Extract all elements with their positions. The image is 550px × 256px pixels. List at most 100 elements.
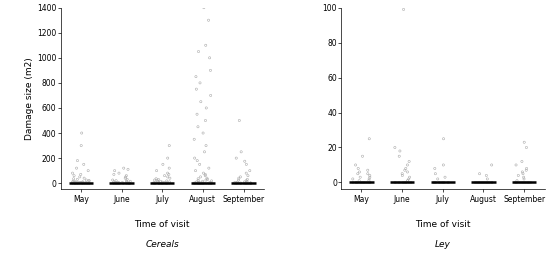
Point — [478, 180, 487, 185]
Point — [166, 176, 174, 180]
Point — [114, 181, 123, 185]
Point — [151, 181, 160, 185]
Point — [246, 181, 255, 185]
Point — [114, 181, 123, 185]
Point — [482, 180, 491, 185]
Point — [122, 174, 131, 178]
Point — [125, 181, 134, 185]
Point — [110, 181, 119, 185]
Point — [402, 180, 410, 185]
Point — [364, 168, 372, 172]
Point — [196, 181, 205, 185]
Point — [201, 174, 210, 178]
Text: Time of visit: Time of visit — [134, 220, 190, 229]
Point — [119, 166, 128, 170]
Point — [207, 181, 216, 185]
Text: Ley: Ley — [435, 240, 451, 249]
Point — [69, 181, 78, 185]
Point — [191, 181, 200, 185]
Point — [77, 144, 86, 148]
Point — [74, 181, 83, 185]
Point — [488, 180, 497, 185]
Text: Cereals: Cereals — [145, 240, 179, 249]
Point — [405, 159, 414, 164]
Point — [244, 174, 252, 178]
Point — [430, 180, 439, 185]
Point — [431, 172, 440, 176]
Point — [73, 181, 81, 185]
Point — [360, 180, 368, 185]
Point — [195, 181, 204, 185]
Point — [355, 180, 364, 185]
Point — [119, 181, 128, 185]
Point — [85, 179, 94, 183]
Point — [109, 172, 118, 176]
Point — [359, 180, 367, 185]
Point — [432, 180, 441, 185]
Point — [513, 180, 522, 185]
Point — [439, 137, 448, 141]
Point — [73, 181, 81, 185]
Point — [430, 180, 439, 185]
Point — [519, 180, 528, 185]
Point — [200, 150, 209, 154]
Point — [190, 156, 199, 160]
Point — [80, 181, 89, 185]
Point — [199, 171, 208, 175]
Point — [122, 179, 131, 183]
Point — [68, 171, 77, 175]
Point — [441, 175, 449, 179]
Point — [395, 154, 404, 158]
Point — [522, 168, 531, 172]
Point — [354, 166, 362, 170]
Point — [398, 172, 406, 176]
Point — [242, 179, 251, 183]
Point — [109, 181, 118, 185]
Point — [206, 180, 214, 185]
Point — [157, 181, 166, 185]
Point — [483, 180, 492, 185]
Point — [190, 181, 199, 185]
Point — [74, 181, 83, 185]
Point — [406, 180, 415, 185]
Point — [190, 181, 199, 185]
Point — [361, 180, 370, 185]
Point — [512, 180, 520, 185]
Point — [112, 181, 120, 185]
Point — [482, 180, 491, 185]
Point — [71, 181, 80, 185]
Point — [240, 180, 249, 184]
Point — [511, 180, 520, 185]
Point — [522, 145, 531, 150]
Point — [199, 181, 207, 185]
Point — [480, 180, 488, 185]
Point — [365, 173, 374, 177]
Point — [194, 181, 202, 185]
Point — [398, 173, 407, 177]
Point — [156, 179, 165, 183]
Point — [194, 177, 202, 181]
Point — [85, 181, 94, 185]
Point — [246, 181, 255, 185]
Point — [524, 180, 532, 185]
Point — [243, 181, 252, 185]
Point — [198, 179, 207, 183]
Point — [112, 179, 120, 183]
Point — [72, 166, 81, 170]
Point — [443, 180, 452, 185]
Point — [204, 18, 213, 22]
Point — [80, 176, 89, 180]
Point — [513, 179, 521, 183]
Point — [162, 181, 170, 185]
Point — [236, 181, 245, 185]
Point — [476, 180, 485, 185]
Point — [358, 154, 367, 158]
Point — [242, 181, 251, 185]
Point — [438, 180, 447, 185]
Point — [201, 119, 210, 123]
Point — [236, 175, 245, 179]
Point — [72, 181, 80, 185]
Point — [192, 112, 201, 116]
Point — [485, 180, 493, 185]
Point — [194, 181, 203, 185]
